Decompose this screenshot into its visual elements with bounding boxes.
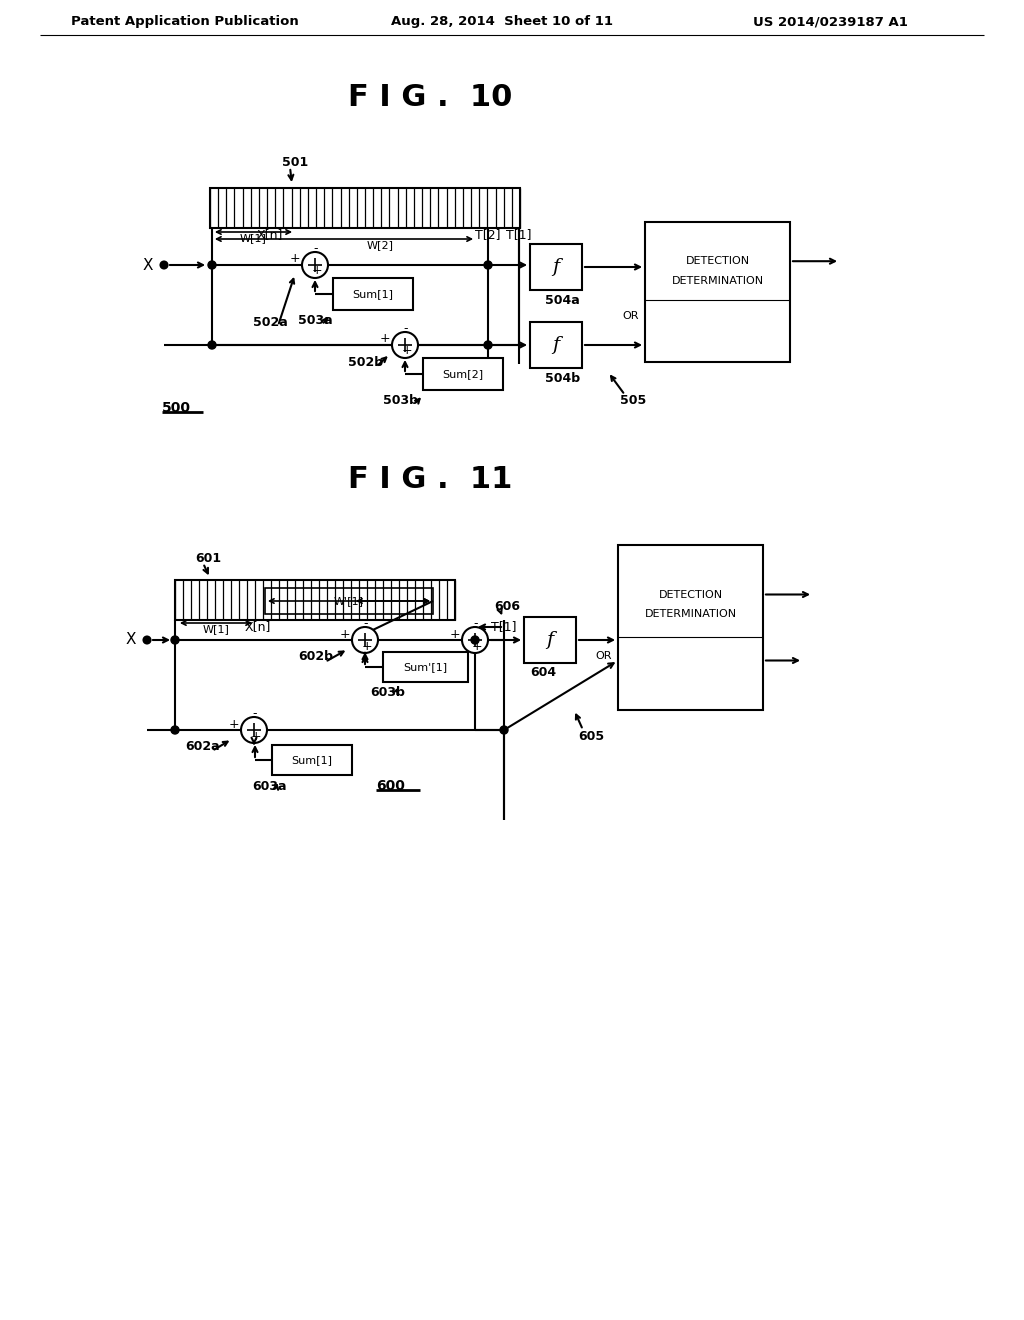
Text: Aug. 28, 2014  Sheet 10 of 11: Aug. 28, 2014 Sheet 10 of 11 bbox=[391, 16, 613, 29]
Text: +: + bbox=[361, 639, 373, 652]
Text: +: + bbox=[401, 345, 413, 358]
Circle shape bbox=[143, 636, 151, 644]
Bar bbox=[618, 545, 763, 710]
Text: 603b: 603b bbox=[370, 685, 404, 698]
Text: 500: 500 bbox=[162, 401, 191, 414]
Text: 501: 501 bbox=[282, 156, 308, 169]
Text: Patent Application Publication: Patent Application Publication bbox=[71, 16, 299, 29]
Text: W[1]: W[1] bbox=[203, 624, 229, 634]
Text: 503b: 503b bbox=[383, 395, 418, 408]
Text: -: - bbox=[403, 322, 409, 335]
Text: 600: 600 bbox=[376, 779, 404, 793]
Bar bbox=[272, 744, 352, 775]
Text: OR: OR bbox=[623, 310, 639, 321]
Text: Sum[1]: Sum[1] bbox=[352, 289, 393, 300]
Text: +: + bbox=[311, 264, 323, 277]
Circle shape bbox=[171, 636, 179, 644]
Text: 603a: 603a bbox=[252, 780, 287, 792]
Text: X[n]: X[n] bbox=[245, 620, 271, 634]
Text: 604: 604 bbox=[530, 667, 556, 680]
Bar bbox=[175, 579, 455, 620]
Text: -: - bbox=[313, 243, 318, 256]
Circle shape bbox=[241, 717, 267, 743]
Text: f: f bbox=[552, 257, 560, 276]
Text: DETERMINATION: DETERMINATION bbox=[672, 276, 764, 286]
Text: 602b: 602b bbox=[298, 651, 333, 664]
Circle shape bbox=[208, 261, 216, 269]
Text: T[1]: T[1] bbox=[506, 228, 531, 242]
Text: +: + bbox=[450, 627, 461, 640]
Circle shape bbox=[392, 333, 418, 358]
Text: T[1]: T[1] bbox=[492, 620, 517, 634]
Text: W'[1]: W'[1] bbox=[334, 597, 364, 606]
Text: DETERMINATION: DETERMINATION bbox=[644, 610, 736, 619]
Text: 605: 605 bbox=[578, 730, 604, 742]
Text: -: - bbox=[474, 618, 478, 631]
Text: 503a: 503a bbox=[298, 314, 333, 326]
Circle shape bbox=[208, 341, 216, 348]
Circle shape bbox=[471, 636, 479, 644]
Text: Sum[2]: Sum[2] bbox=[442, 370, 483, 379]
Circle shape bbox=[462, 627, 488, 653]
Bar bbox=[383, 652, 468, 682]
Text: 502a: 502a bbox=[253, 315, 288, 329]
Circle shape bbox=[484, 341, 492, 348]
Bar bbox=[530, 244, 582, 290]
Text: W[2]: W[2] bbox=[367, 240, 393, 249]
Bar bbox=[530, 322, 582, 368]
Circle shape bbox=[171, 726, 179, 734]
Text: f: f bbox=[547, 631, 554, 649]
Circle shape bbox=[484, 261, 492, 269]
Text: F I G .  11: F I G . 11 bbox=[348, 466, 512, 495]
Text: +: + bbox=[251, 730, 261, 742]
Text: 505: 505 bbox=[620, 393, 646, 407]
Text: US 2014/0239187 A1: US 2014/0239187 A1 bbox=[753, 16, 907, 29]
Text: 602a: 602a bbox=[185, 739, 219, 752]
Text: 502b: 502b bbox=[348, 355, 383, 368]
Text: 601: 601 bbox=[195, 552, 221, 565]
Bar bbox=[645, 222, 790, 362]
Text: X: X bbox=[126, 632, 136, 648]
Text: X[n]: X[n] bbox=[257, 228, 284, 242]
Text: 606: 606 bbox=[494, 599, 520, 612]
Bar bbox=[210, 187, 520, 228]
Text: Sum'[1]: Sum'[1] bbox=[403, 663, 447, 672]
Text: +: + bbox=[472, 639, 482, 652]
Text: 504a: 504a bbox=[545, 293, 580, 306]
Bar bbox=[423, 358, 503, 389]
Text: X: X bbox=[142, 257, 154, 272]
Text: T[2]: T[2] bbox=[475, 228, 501, 242]
Text: +: + bbox=[290, 252, 300, 265]
Bar bbox=[265, 587, 433, 614]
Text: DETECTION: DETECTION bbox=[685, 256, 750, 267]
Circle shape bbox=[352, 627, 378, 653]
Circle shape bbox=[161, 261, 168, 268]
Text: +: + bbox=[340, 627, 350, 640]
Text: -: - bbox=[253, 708, 257, 721]
Text: f: f bbox=[552, 337, 560, 354]
Circle shape bbox=[500, 726, 508, 734]
Text: W[1]: W[1] bbox=[240, 234, 266, 243]
Text: OR: OR bbox=[596, 651, 612, 660]
Text: F I G .  10: F I G . 10 bbox=[348, 83, 512, 112]
Text: -: - bbox=[364, 618, 369, 631]
Bar bbox=[333, 279, 413, 310]
Bar bbox=[524, 616, 575, 663]
Text: Sum[1]: Sum[1] bbox=[292, 755, 333, 766]
Text: DETECTION: DETECTION bbox=[658, 590, 723, 599]
Circle shape bbox=[302, 252, 328, 279]
Text: 504b: 504b bbox=[545, 371, 581, 384]
Text: +: + bbox=[228, 718, 240, 730]
Text: +: + bbox=[380, 333, 390, 346]
